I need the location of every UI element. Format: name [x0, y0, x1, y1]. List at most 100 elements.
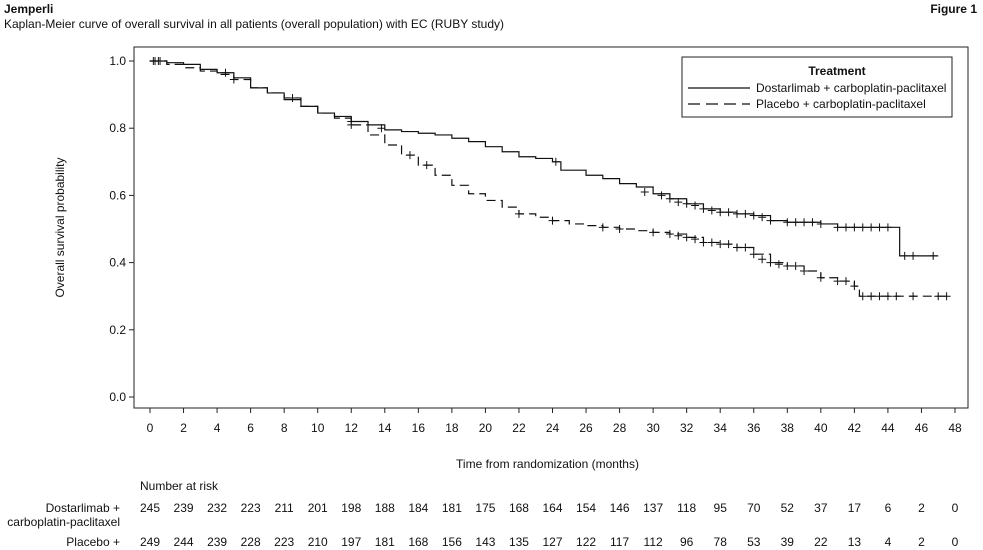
- at-risk-value: 122: [576, 535, 596, 549]
- at-risk-value: 164: [542, 501, 562, 515]
- at-risk-row-label: Placebo +: [66, 535, 120, 549]
- censor-mark-placebo: [716, 240, 725, 249]
- censor-mark-dostarlimab: [791, 218, 800, 227]
- censor-mark-placebo: [741, 243, 750, 252]
- at-risk-value: 210: [308, 535, 328, 549]
- x-tick-label: 48: [948, 421, 962, 435]
- at-risk-value: 118: [677, 501, 696, 515]
- censor-mark-placebo: [833, 277, 842, 286]
- censor-mark-dostarlimab: [883, 223, 892, 232]
- y-tick-label: 0.4: [109, 256, 126, 270]
- at-risk-row-label: Dostarlimab +: [46, 501, 120, 515]
- x-tick-label: 16: [412, 421, 426, 435]
- at-risk-value: 181: [442, 501, 462, 515]
- at-risk-value: 143: [475, 535, 495, 549]
- x-tick-label: 4: [214, 421, 221, 435]
- at-risk-value: 52: [781, 501, 795, 515]
- axes-group: 0.00.20.40.60.81.00 2 4 6 8 10 12 14 16 18 20 22 24 2…: [53, 46, 969, 471]
- censor-mark-dostarlimab: [900, 251, 909, 260]
- censor-mark-dostarlimab: [749, 211, 758, 220]
- censor-mark-placebo: [774, 260, 783, 269]
- x-tick-label: 44: [881, 421, 895, 435]
- at-risk-value: 22: [814, 535, 828, 549]
- brand-name: Jemperli: [4, 2, 54, 16]
- legend: Treatment Dostarlimab + carboplatin-pacli…: [681, 56, 953, 118]
- legend-title: Treatment: [808, 64, 865, 78]
- at-risk-value: 232: [207, 501, 227, 515]
- at-risk-title: Number at risk: [140, 479, 219, 493]
- censor-mark-dostarlimab: [833, 223, 842, 232]
- at-risk-value: 4: [885, 535, 892, 549]
- at-risk-value: 37: [814, 501, 828, 515]
- censor-mark-dostarlimab: [716, 208, 725, 217]
- x-tick-label: 20: [479, 421, 493, 435]
- censor-mark-dostarlimab: [682, 199, 691, 208]
- x-tick-label: 28: [613, 421, 627, 435]
- censor-mark-placebo: [548, 216, 557, 225]
- censor-mark-dostarlimab: [665, 194, 674, 203]
- x-axis-label: Time from randomization (months): [456, 457, 639, 471]
- at-risk-value: 175: [475, 501, 495, 515]
- x-tick-label: 12: [345, 421, 359, 435]
- x-tick-label: 26: [579, 421, 593, 435]
- y-tick-label: 0.2: [109, 323, 126, 337]
- at-risk-value: 181: [375, 535, 395, 549]
- censor-mark-placebo: [699, 238, 708, 247]
- figure-header: Jemperli Kaplan-Meier curve of overall s…: [4, 2, 504, 32]
- figure-label: Figure 1: [930, 2, 977, 16]
- censor-mark-placebo: [942, 292, 951, 301]
- censor-mark-dostarlimab: [800, 218, 809, 227]
- censor-mark-placebo: [229, 75, 238, 84]
- at-risk-value: 13: [848, 535, 862, 549]
- censor-mark-placebo: [674, 231, 683, 240]
- x-tick-label: 22: [512, 421, 526, 435]
- censor-mark-placebo: [732, 243, 741, 252]
- at-risk-value: 135: [509, 535, 529, 549]
- legend-entry: Placebo + carboplatin-paclitaxel: [756, 97, 926, 111]
- censor-mark-placebo: [749, 250, 758, 259]
- censor-mark-dostarlimab: [691, 201, 700, 210]
- censor-mark-placebo: [598, 223, 607, 232]
- x-tick-label: 34: [714, 421, 728, 435]
- censor-mark-placebo: [514, 209, 523, 218]
- censor-mark-placebo: [783, 261, 792, 270]
- x-tick-label: 46: [915, 421, 929, 435]
- censor-mark-placebo: [850, 282, 859, 291]
- at-risk-value: 245: [140, 501, 160, 515]
- censor-mark-dostarlimab: [909, 251, 918, 260]
- at-risk-value: 223: [274, 535, 294, 549]
- censor-mark-placebo: [665, 230, 674, 239]
- censor-mark-dostarlimab: [640, 188, 649, 197]
- at-risk-value: 112: [644, 535, 663, 549]
- figure-subtitle: Kaplan-Meier curve of overall survival i…: [4, 17, 504, 31]
- at-risk-value: 228: [241, 535, 261, 549]
- censor-mark-placebo: [724, 240, 733, 249]
- at-risk-value: 211: [275, 501, 294, 515]
- censor-mark-placebo: [405, 151, 414, 160]
- at-risk-value: 117: [610, 535, 629, 549]
- at-risk-value: 244: [174, 535, 194, 549]
- censor-mark-dostarlimab: [699, 204, 708, 213]
- y-tick-label: 0.6: [109, 188, 126, 202]
- x-tick-label: 30: [646, 421, 660, 435]
- censor-mark-dostarlimab: [816, 219, 825, 228]
- x-tick-label: 2: [180, 421, 187, 435]
- y-axis-label: Overall survival probability: [53, 157, 67, 297]
- at-risk-value: 239: [174, 501, 194, 515]
- censor-mark-dostarlimab: [766, 216, 775, 225]
- censor-mark-placebo: [934, 292, 943, 301]
- censor-mark-dostarlimab: [657, 191, 666, 200]
- at-risk-value: 156: [442, 535, 462, 549]
- censor-mark-dostarlimab: [783, 218, 792, 227]
- x-tick-label: 40: [814, 421, 828, 435]
- at-risk-value: 198: [341, 501, 361, 515]
- x-tick-label: 38: [781, 421, 795, 435]
- censor-mark-placebo: [791, 261, 800, 270]
- y-tick-label: 0.0: [109, 390, 126, 404]
- censor-mark-placebo: [347, 120, 356, 129]
- at-risk-value: 168: [509, 501, 529, 515]
- censor-mark-dostarlimab: [732, 209, 741, 218]
- censor-mark-placebo: [875, 292, 884, 301]
- x-tick-label: 36: [747, 421, 761, 435]
